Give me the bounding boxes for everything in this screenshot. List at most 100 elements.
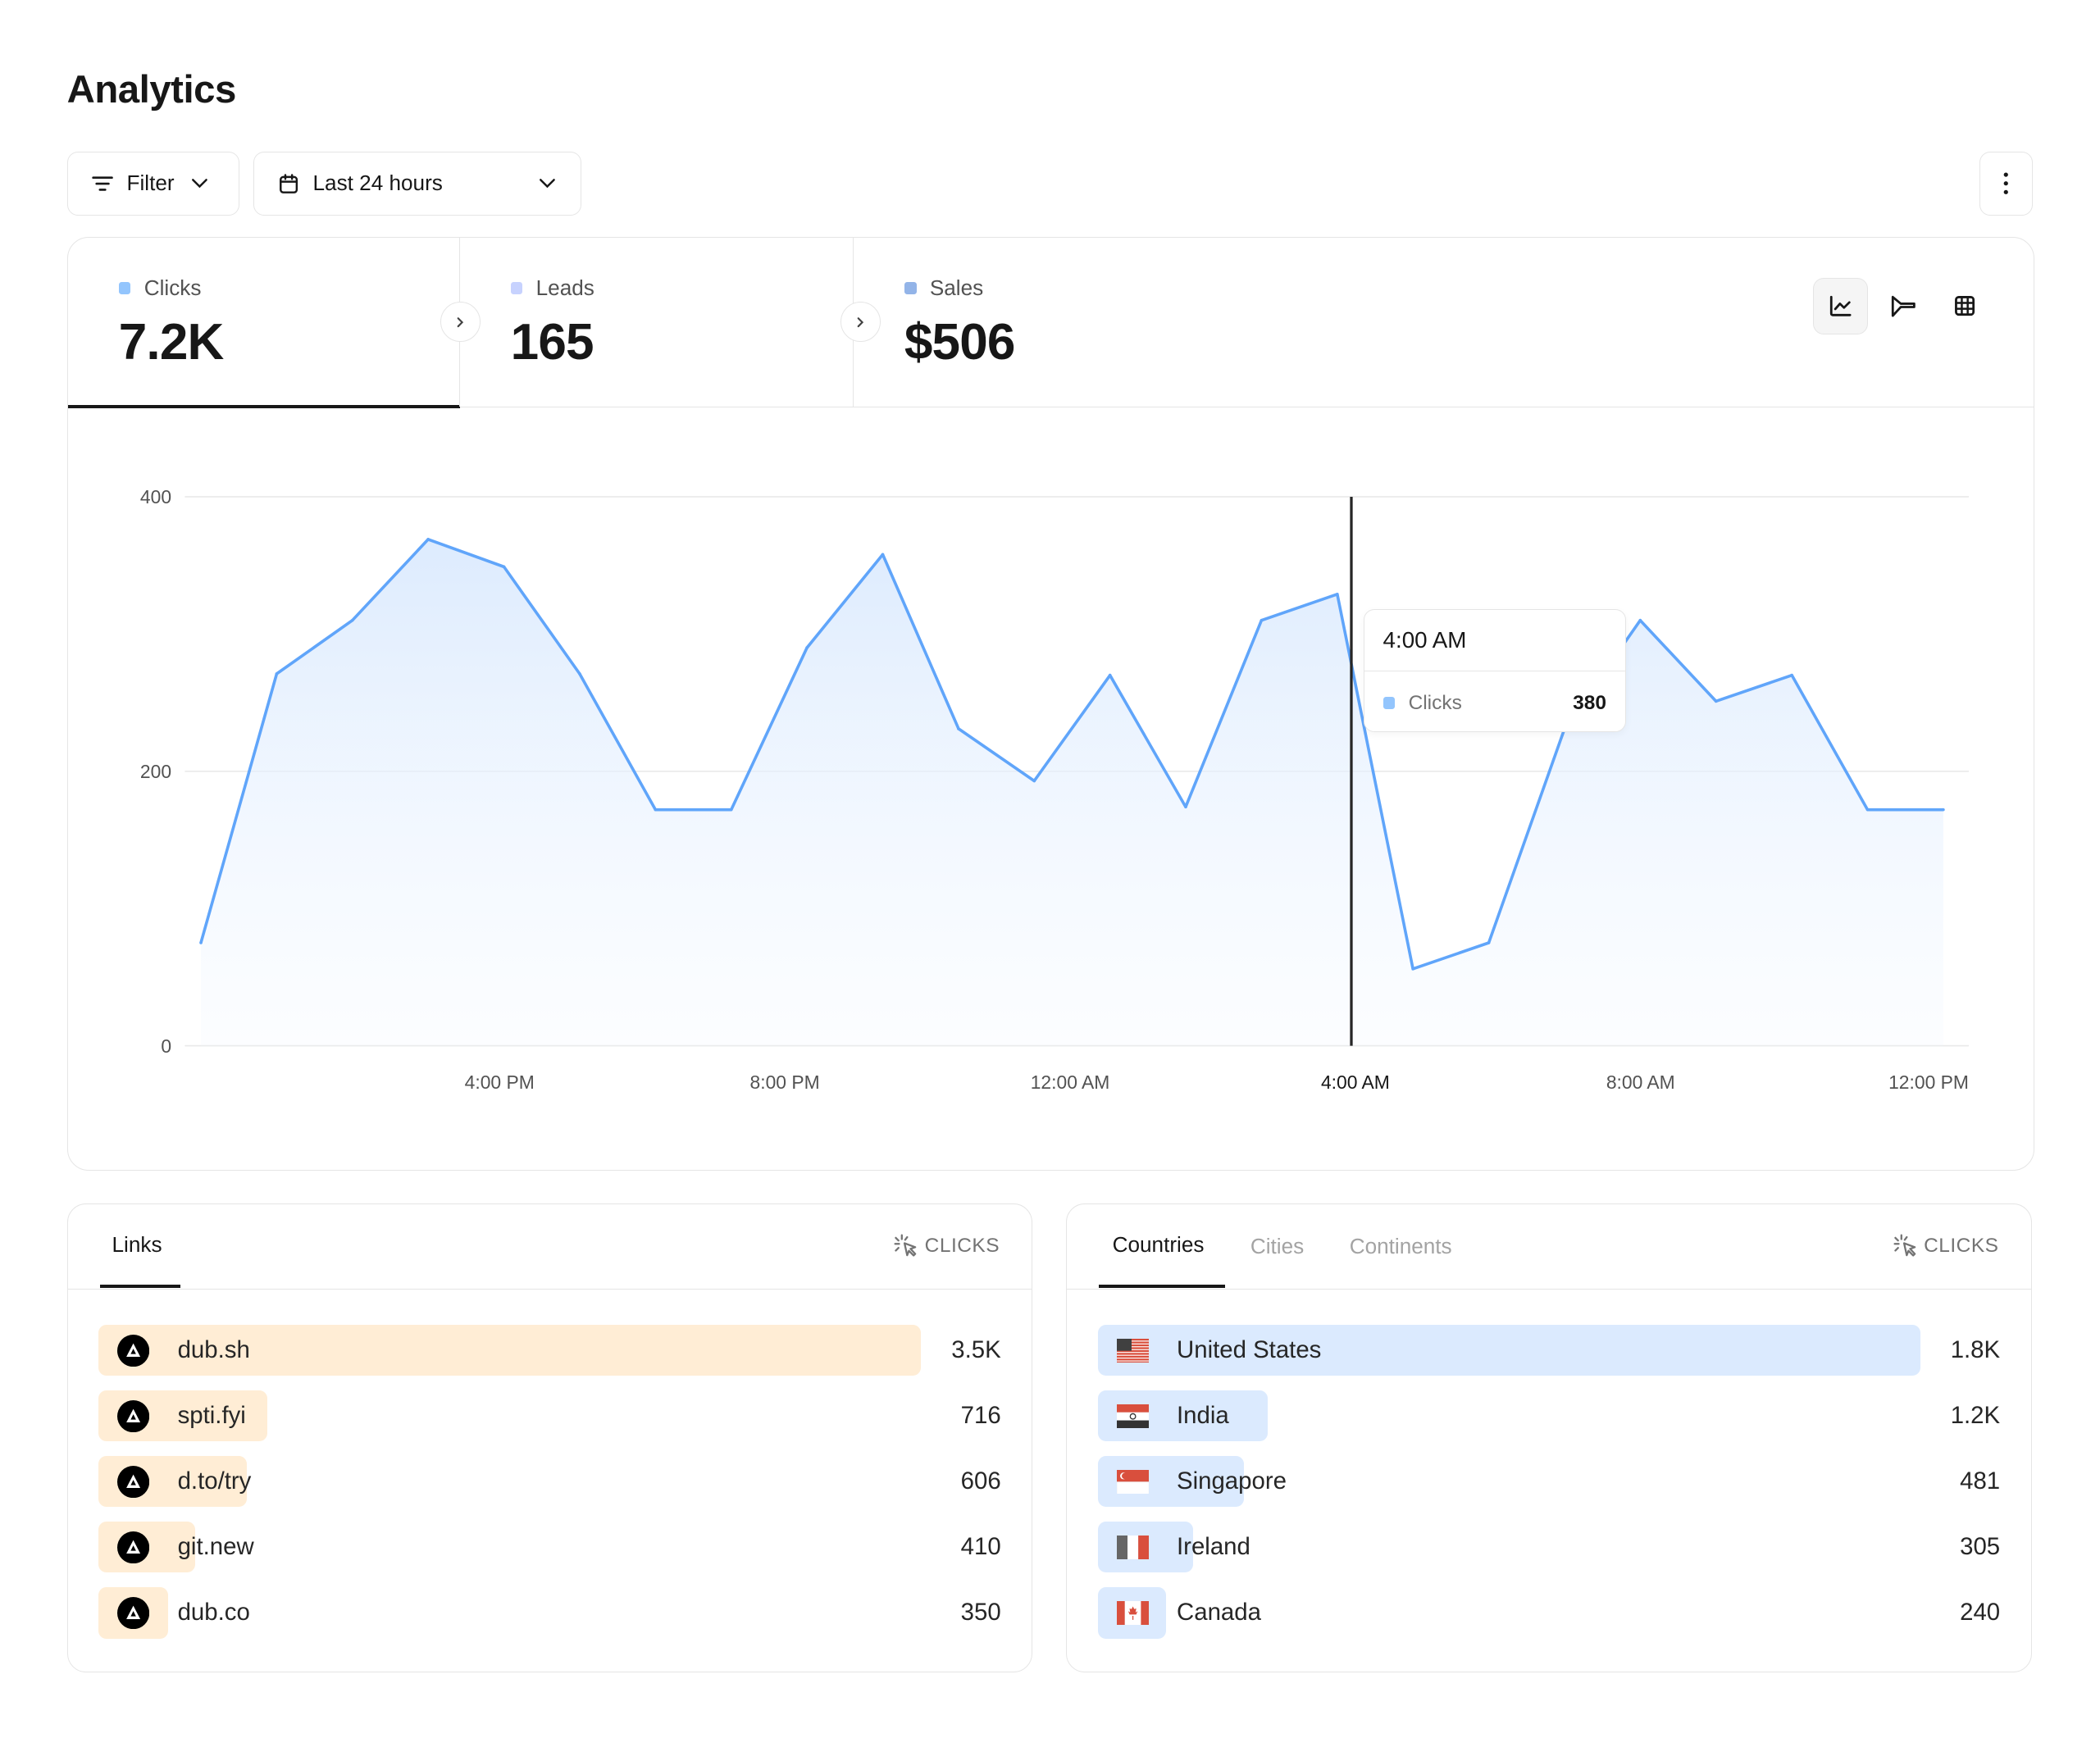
data-point[interactable] [1865,808,1870,812]
divider [67,1289,1032,1290]
data-point[interactable] [1260,618,1264,622]
india-flag-icon [1116,1404,1149,1436]
data-point[interactable] [1487,941,1491,944]
data-point[interactable] [1184,805,1187,809]
data-point[interactable] [1942,808,1945,812]
click-count: 350 [960,1599,1001,1627]
data-point[interactable] [1411,967,1414,971]
divider [1067,1289,2031,1290]
dub-logo-icon [117,1334,150,1367]
country-row[interactable]: United States 1.8K [1097,1325,2000,1376]
clicks-color-swatch [1383,697,1396,710]
link-row[interactable]: git.new 410 [98,1522,1001,1573]
dub-logo-icon [117,1399,150,1432]
metric-label: CLICKS [924,1234,1000,1257]
tooltip-series: Clicks [1408,691,1462,714]
table-view-button[interactable] [1938,278,1993,334]
chevron-right-icon [858,317,864,327]
funnel-view-button[interactable] [1876,278,1931,334]
metric-header: CLICKS [1893,1234,1999,1258]
singapore-flag-icon [1116,1469,1150,1502]
data-point[interactable] [1108,673,1112,677]
country-row[interactable]: Canada 240 [1097,1587,2001,1639]
tab-label: Continents [1349,1234,1452,1259]
country-row[interactable]: India 1.2K [1097,1390,2001,1442]
leads-color-swatch [510,281,523,294]
chevron-right-icon [457,317,464,327]
click-count: 1.2K [1950,1402,2001,1430]
metric-tab-clicks[interactable]: Clicks 7.2K [67,238,461,408]
x-tick-label: 4:00 AM [1321,1071,1390,1093]
clicks-area-fill [200,539,1943,1046]
link-row[interactable]: dub.sh 3.5K [98,1325,1001,1376]
x-tick-label: 12:00 AM [1031,1071,1110,1093]
calendar-icon [280,173,298,193]
cursor-click-icon [894,1234,917,1257]
data-point[interactable] [426,538,430,541]
data-point[interactable] [1336,593,1339,596]
chevron-down-icon [192,179,207,189]
country-name: Ireland [1177,1533,1250,1561]
next-metric-button[interactable] [440,302,481,343]
link-row[interactable]: dub.co 350 [98,1587,1001,1639]
tab-label: Cities [1250,1234,1305,1259]
clicks-area-chart[interactable]: 400 200 0 4:00 PM 8:00 PM 12:00 AM 4:00 AM 8:00… [0,0,2100,1178]
more-options-button[interactable] [1979,151,2034,216]
link-name: spti.fyi [177,1402,246,1430]
link-row[interactable]: spti.fyi 716 [98,1390,1001,1442]
data-point[interactable] [729,808,733,812]
data-point[interactable] [805,646,809,649]
click-count: 716 [960,1402,1001,1430]
value-bar [98,1325,922,1376]
filter-button[interactable]: Filter [66,151,240,216]
metric-header: CLICKS [894,1234,1000,1258]
table-grid-icon [1955,296,1975,316]
data-point[interactable] [957,727,960,730]
locations-panel: Countries Cities Continents CLICKS Unite… [1066,1203,2032,1672]
links-panel: Links CLICKS dub.sh 3.5K spti.fyi 716 d.to/t… [66,1203,1033,1672]
tab-label: Countries [1112,1231,1205,1257]
click-count: 3.5K [951,1336,1001,1364]
country-row[interactable]: Singapore 481 [1097,1456,2000,1508]
data-point[interactable] [1714,699,1718,703]
country-row[interactable]: Ireland 305 [1097,1522,2000,1573]
tab-countries[interactable]: Countries [1099,1204,1225,1289]
data-point[interactable] [1032,779,1036,783]
dub-logo-icon [117,1531,150,1564]
tab-cities[interactable]: Cities [1250,1204,1304,1289]
tab-continents[interactable]: Continents [1350,1204,1452,1289]
data-point[interactable] [578,672,581,676]
ireland-flag-icon [1116,1535,1149,1567]
x-tick-label: 8:00 PM [750,1071,820,1093]
x-tick-label: 8:00 AM [1606,1071,1675,1093]
data-point[interactable] [275,672,279,676]
data-point[interactable] [654,808,658,812]
date-range-select[interactable]: Last 24 hours [253,151,581,216]
y-tick-label: 200 [140,761,171,782]
data-point[interactable] [350,618,354,622]
y-tick-label: 400 [140,486,171,507]
data-point[interactable] [199,941,203,944]
data-point[interactable] [1638,618,1642,622]
country-name: Canada [1177,1599,1261,1627]
link-name: git.new [177,1533,254,1561]
metric-label: CLICKS [1924,1234,1999,1257]
chevron-down-icon [539,179,555,189]
tooltip-value: 380 [1573,691,1606,714]
data-point[interactable] [881,553,885,557]
metric-tab-sales[interactable]: Sales $506 [852,238,1255,407]
metric-tab-leads[interactable]: Leads 165 [458,238,853,407]
filter-icon [92,176,113,191]
data-point[interactable] [1790,673,1793,677]
dub-logo-icon [117,1596,150,1630]
tab-links[interactable]: Links [99,1204,180,1289]
us-flag-icon [1116,1338,1149,1371]
line-chart-view-button[interactable] [1812,278,1868,334]
y-tick-label: 0 [161,1035,171,1057]
x-tick-label: 4:00 PM [465,1071,535,1093]
click-count: 240 [1960,1599,2001,1627]
next-metric-button[interactable] [840,302,881,343]
data-point[interactable] [502,565,506,569]
link-row[interactable]: d.to/try 606 [98,1456,1001,1508]
kebab-vertical-icon [2004,172,2009,194]
